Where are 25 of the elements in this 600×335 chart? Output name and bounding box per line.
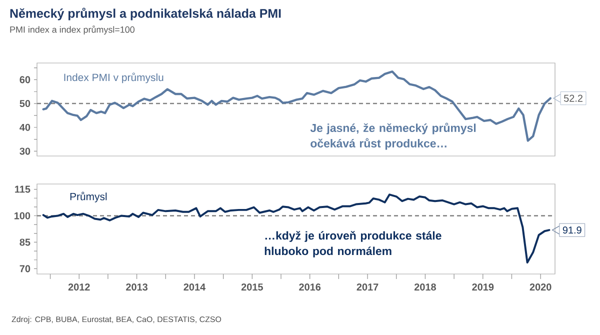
x-tick-label: 2015	[241, 284, 263, 291]
x-tick-label: 2016	[299, 284, 321, 291]
series-label: Průmysl	[70, 192, 107, 202]
y-tick-label: 85	[20, 238, 30, 246]
annotation: …když je úroveň produkce stále hluboko pod normálem	[264, 231, 442, 258]
y-tick-label: 70	[20, 265, 30, 272]
annotation: Je jasné, že německý průmysl očekává růst produkce…	[310, 122, 476, 150]
chart-title: Německý průmysl a podnikatelská nálada PMI	[10, 8, 281, 20]
chart-subtitle: PMI index a index průmysl=100	[10, 25, 134, 35]
data-label: 52.2	[564, 94, 582, 102]
x-tick-label: 2020	[530, 284, 552, 291]
y-tick-label: 60	[20, 76, 30, 84]
data-label: 91.9	[562, 226, 582, 234]
y-tick-label: 40	[20, 124, 30, 131]
y-tick-label: 50	[20, 100, 30, 108]
x-tick-label: 2019	[472, 284, 494, 291]
x-tick-label: 2017	[356, 284, 378, 291]
x-tick-label: 2013	[126, 284, 148, 291]
x-tick-label: 2014	[184, 284, 206, 291]
series-label: Index PMI v průmyslu	[64, 72, 164, 84]
y-tick-label: 115	[15, 186, 30, 193]
x-tick-label: 2012	[68, 284, 90, 291]
y-tick-label: 100	[14, 212, 30, 220]
x-tick-label: 2018	[414, 284, 436, 291]
y-tick-label: 30	[20, 148, 30, 155]
